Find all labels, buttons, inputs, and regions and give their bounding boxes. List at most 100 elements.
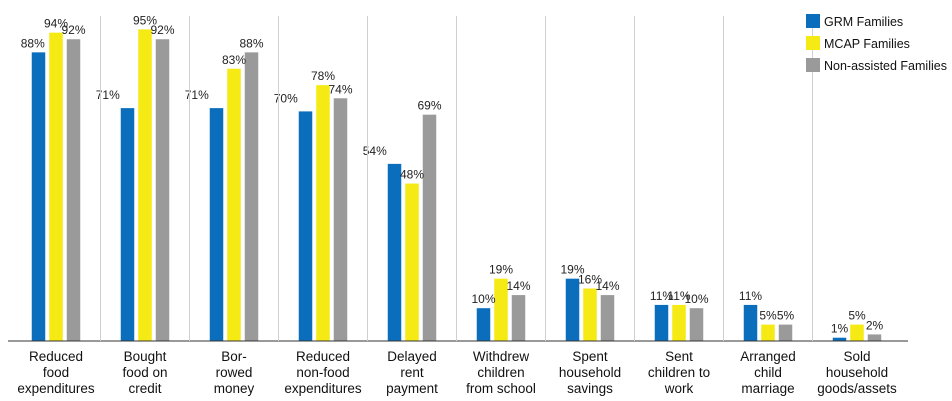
category-label: goods/assets [817,381,897,396]
category-label: Sent [665,349,693,364]
category-label: work [664,381,694,396]
value-label: 95% [133,13,157,27]
bar [244,52,259,342]
category-label: Bought [124,349,167,364]
bar [494,278,508,341]
value-label: 92% [150,23,174,37]
legend-swatch [806,58,820,72]
bar [689,308,704,341]
bar [155,39,170,341]
value-label: 54% [363,144,387,158]
bar [316,85,330,341]
value-label: 2% [866,318,884,332]
legend-label: MCAP Families [824,37,910,51]
bar [511,295,526,341]
value-label: 71% [96,88,120,102]
category-label: food [43,365,69,380]
value-label: 16% [578,273,602,287]
category-label: expenditures [17,381,95,396]
category-label: rowed [216,365,253,380]
bar [654,304,669,341]
value-label: 71% [185,88,209,102]
value-label: 88% [21,36,45,50]
bar [850,324,864,341]
category-label: expenditures [284,381,362,396]
value-label: 11% [650,289,673,303]
bar [66,39,81,341]
category-label: marriage [741,381,794,396]
bar [209,108,224,341]
category-label: children [477,365,524,380]
bar [422,114,437,342]
value-label: 94% [44,17,68,31]
category-label: Reduced [296,349,350,364]
bars-layer [31,29,882,342]
bar [867,334,882,341]
bar [476,308,491,341]
bar [298,111,313,341]
category-label: child [754,365,782,380]
category-label: Delayed [387,349,437,364]
legend-label: GRM Families [824,15,903,29]
value-label: 74% [328,82,352,96]
category-label: savings [567,381,613,396]
legend: GRM Families MCAP Families Non-assisted Fa… [806,14,947,73]
value-label: 48% [400,168,424,182]
bar [387,163,402,341]
category-label: Reduced [29,349,83,364]
category-label: food on [122,365,167,380]
category-label: Withdrew [473,349,530,364]
category-label: rent [400,365,424,380]
value-label: 1% [831,322,849,336]
bar [227,68,241,341]
category-label: payment [386,381,438,396]
category-label: Sold [843,349,870,364]
bar [31,52,46,342]
bar [761,324,775,341]
value-label: 88% [239,36,263,50]
bar [49,32,63,342]
bar [565,278,580,341]
value-label: 19% [560,263,584,277]
bar [583,288,597,341]
category-label: money [214,381,255,396]
value-label: 14% [595,279,619,293]
category-label: from school [466,381,536,396]
bar [778,324,793,341]
bar [600,295,615,341]
bar [333,98,348,341]
category-label: Arranged [740,349,796,364]
category-label: credit [128,381,161,396]
value-label: 69% [417,99,441,113]
value-label: 19% [489,263,513,277]
value-label: 11% [739,289,762,303]
category-label: household [559,365,621,380]
bar [743,304,758,341]
category-label: Bor- [221,349,247,364]
value-label: 10% [684,292,708,306]
value-labels-layer: 88%94%92%71%95%92%71%83%88%70%78%74%54%4… [21,13,884,335]
value-label: 5% [848,309,866,323]
legend-swatch [806,14,820,28]
value-label: 11% [667,289,690,303]
category-label: Spent [572,349,608,364]
value-label: 83% [222,53,246,67]
category-label: household [826,365,888,380]
value-label: 70% [274,91,298,105]
category-label: non-food [296,365,349,380]
bar [138,29,152,341]
value-label: 14% [506,279,530,293]
legend-label: Non-assisted Families [824,59,947,73]
value-label: 5% [759,309,777,323]
category-label: children to [648,365,710,380]
value-label: 92% [61,23,85,37]
legend-swatch [806,36,820,50]
bar [832,337,847,341]
bar [672,304,686,341]
value-label: 5% [777,309,795,323]
value-label: 10% [471,292,495,306]
bar [405,183,419,341]
value-label: 78% [311,69,335,83]
